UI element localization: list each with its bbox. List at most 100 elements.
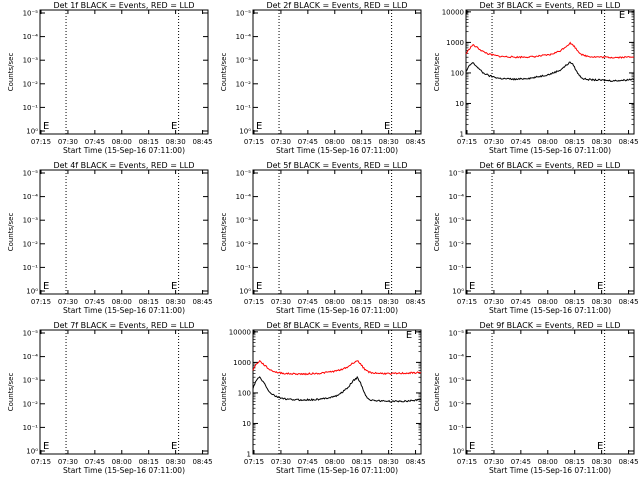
y-tick-label: 10⁻²: [449, 400, 465, 408]
x-tick-label: 07:15: [244, 458, 264, 466]
y-tick-label: 10⁻⁴: [23, 33, 39, 41]
panel-title: Det 5f BLACK = Events, RED = LLD: [266, 161, 407, 170]
x-axis-label: Start Time (15-Sep-16 07:11:00): [63, 466, 185, 475]
x-axis-label: Start Time (15-Sep-16 07:11:00): [489, 146, 611, 155]
y-tick-label: 10⁻²: [449, 240, 465, 248]
y-tick-label: 10⁰: [239, 128, 251, 136]
y-axis-label: Counts/sec: [220, 373, 228, 412]
y-tick-label: 10⁻⁴: [236, 33, 252, 41]
y-tick-label: 10⁻¹: [236, 104, 252, 112]
plot-frame: [39, 169, 209, 295]
y-axis-label: Counts/sec: [433, 53, 441, 92]
x-tick-label: 08:00: [112, 138, 132, 146]
x-tick-label: 08:45: [405, 138, 425, 146]
flag-mark-e: E: [619, 10, 625, 21]
x-tick-label: 08:00: [325, 138, 345, 146]
x-tick-label: 07:45: [511, 138, 531, 146]
y-axis-label: Counts/sec: [220, 53, 228, 92]
x-axis-label: Start Time (15-Sep-16 07:11:00): [276, 146, 398, 155]
y-tick-label: 10⁻⁴: [449, 193, 465, 201]
panel-title: Det 2f BLACK = Events, RED = LLD: [266, 1, 407, 10]
y-tick-label: 10⁻⁵: [449, 330, 465, 338]
detector-panel-5: Det 5f BLACK = Events, RED = LLD 07:15 07:…: [220, 161, 426, 315]
flag-mark-e: E: [597, 281, 603, 292]
y-tick-label: 10⁻¹: [23, 424, 39, 432]
y-tick-label: 10⁻⁴: [23, 353, 39, 361]
y-tick-label: 1: [460, 131, 464, 139]
y-tick-label: 10⁻⁴: [449, 353, 465, 361]
x-tick-label: 07:45: [511, 458, 531, 466]
x-tick-label: 07:30: [58, 298, 78, 306]
plot-frame: [39, 9, 209, 135]
x-tick-label: 07:15: [244, 138, 264, 146]
x-tick-label: 07:30: [271, 138, 291, 146]
x-tick-label: 07:30: [271, 298, 291, 306]
y-axis-label: Counts/sec: [7, 213, 15, 252]
y-tick-label: 10⁰: [239, 288, 251, 296]
x-tick-label: 07:15: [31, 138, 51, 146]
x-tick-label: 07:30: [484, 458, 504, 466]
y-tick-label: 10⁰: [452, 448, 464, 456]
flag-mark-e: E: [171, 281, 177, 292]
y-tick-label: 10⁻⁵: [23, 170, 39, 178]
y-axis-label: Counts/sec: [220, 213, 228, 252]
y-tick-label: 10⁻¹: [23, 104, 39, 112]
flag-mark-e: E: [384, 121, 390, 132]
x-tick-label: 08:00: [538, 138, 558, 146]
x-tick-label: 08:15: [139, 458, 159, 466]
y-tick-label: 10⁻³: [236, 57, 252, 65]
y-tick-label: 10000: [442, 8, 464, 16]
flag-mark-e: E: [469, 441, 475, 452]
panel-title: Det 8f BLACK = Events, RED = LLD: [266, 321, 407, 330]
y-axis-label: Counts/sec: [433, 213, 441, 252]
y-tick-label: 10⁻³: [23, 217, 39, 225]
x-tick-label: 08:30: [592, 298, 612, 306]
x-tick-label: 07:15: [31, 298, 51, 306]
x-tick-label: 08:30: [166, 458, 186, 466]
x-tick-label: 08:30: [379, 298, 399, 306]
y-tick-label: 100: [451, 69, 464, 77]
y-tick-label: 10⁻⁴: [23, 193, 39, 201]
flag-mark-e: E: [43, 121, 49, 132]
x-tick-label: 08:45: [192, 458, 212, 466]
x-tick-label: 07:15: [31, 458, 51, 466]
panel-title: Det 9f BLACK = Events, RED = LLD: [479, 321, 620, 330]
y-tick-label: 100: [238, 389, 251, 397]
plot-frame: [252, 169, 422, 295]
series-line-lld: [252, 359, 422, 376]
x-tick-label: 08:45: [618, 458, 638, 466]
flag-mark-e: E: [43, 281, 49, 292]
x-tick-label: 07:15: [457, 298, 477, 306]
detector-panel-8: Det 8f BLACK = Events, RED = LLD 07:15 07:…: [220, 321, 426, 475]
panel-title: Det 1f BLACK = Events, RED = LLD: [53, 1, 194, 10]
detector-panel-3: Det 3f BLACK = Events, RED = LLD 07:15 07:…: [433, 1, 639, 155]
panel-title: Det 3f BLACK = Events, RED = LLD: [479, 1, 620, 10]
plot-frame: [252, 9, 422, 135]
x-tick-label: 08:30: [166, 298, 186, 306]
flag-mark-e: E: [469, 281, 475, 292]
x-axis-label: Start Time (15-Sep-16 07:11:00): [489, 466, 611, 475]
series-line-events: [252, 375, 422, 403]
detector-panel-9: Det 9f BLACK = Events, RED = LLD 07:15 07:…: [433, 321, 639, 475]
y-tick-label: 10⁻¹: [236, 264, 252, 272]
y-tick-label: 10: [242, 420, 251, 428]
y-axis-label: Counts/sec: [7, 53, 15, 92]
x-tick-label: 08:45: [405, 298, 425, 306]
y-tick-label: 10⁻³: [236, 217, 252, 225]
y-tick-label: 10⁻²: [23, 400, 39, 408]
y-tick-label: 10⁰: [26, 288, 38, 296]
detector-panel-1: Det 1f BLACK = Events, RED = LLD 07:15 07:…: [7, 1, 213, 155]
x-tick-label: 07:45: [511, 298, 531, 306]
x-tick-label: 08:00: [538, 458, 558, 466]
plot-frame: [39, 329, 209, 455]
x-tick-label: 08:00: [112, 298, 132, 306]
flag-mark-e: E: [597, 441, 603, 452]
x-tick-label: 07:30: [58, 458, 78, 466]
detector-panel-4: Det 4f BLACK = Events, RED = LLD 07:15 07:…: [7, 161, 213, 315]
detector-panel-2: Det 2f BLACK = Events, RED = LLD 07:15 07:…: [220, 1, 426, 155]
plot-frame: [252, 329, 422, 455]
flag-mark-e: E: [384, 281, 390, 292]
flag-mark-e: E: [256, 121, 262, 132]
x-axis-label: Start Time (15-Sep-16 07:11:00): [276, 306, 398, 315]
flag-mark-e: E: [171, 121, 177, 132]
